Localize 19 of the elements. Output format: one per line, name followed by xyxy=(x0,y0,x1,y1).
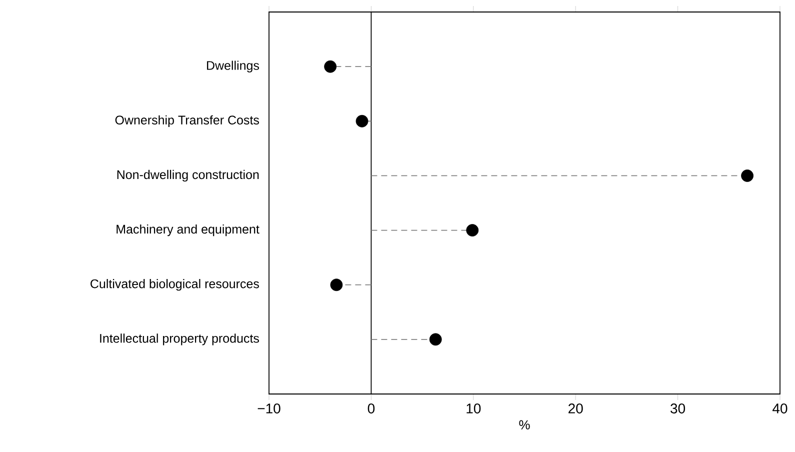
point xyxy=(466,224,479,236)
point xyxy=(741,170,754,182)
point xyxy=(356,114,368,128)
x-tick-label: 20 xyxy=(568,404,583,414)
point xyxy=(330,278,343,292)
x-tick-label: −10 xyxy=(258,404,280,414)
y-tick-label: Dwellings xyxy=(207,60,260,72)
point xyxy=(324,60,337,73)
x-tick-label: 10 xyxy=(466,404,481,414)
y-tick-label: Cultivated biological resources xyxy=(90,279,259,291)
x-tick-label: 0 xyxy=(368,404,375,414)
point xyxy=(429,333,442,346)
y-tick-label: Ownership Transfer Costs xyxy=(115,115,259,127)
y-tick-label: Machinery and equipment xyxy=(116,224,260,236)
x-tick-label: 30 xyxy=(670,404,686,414)
x-axis-title: % xyxy=(519,420,530,430)
y-tick-label: Non-dwelling construction xyxy=(117,170,259,182)
y-tick-label: Intellectual property products xyxy=(100,334,259,346)
x-tick-label: 40 xyxy=(772,404,788,414)
